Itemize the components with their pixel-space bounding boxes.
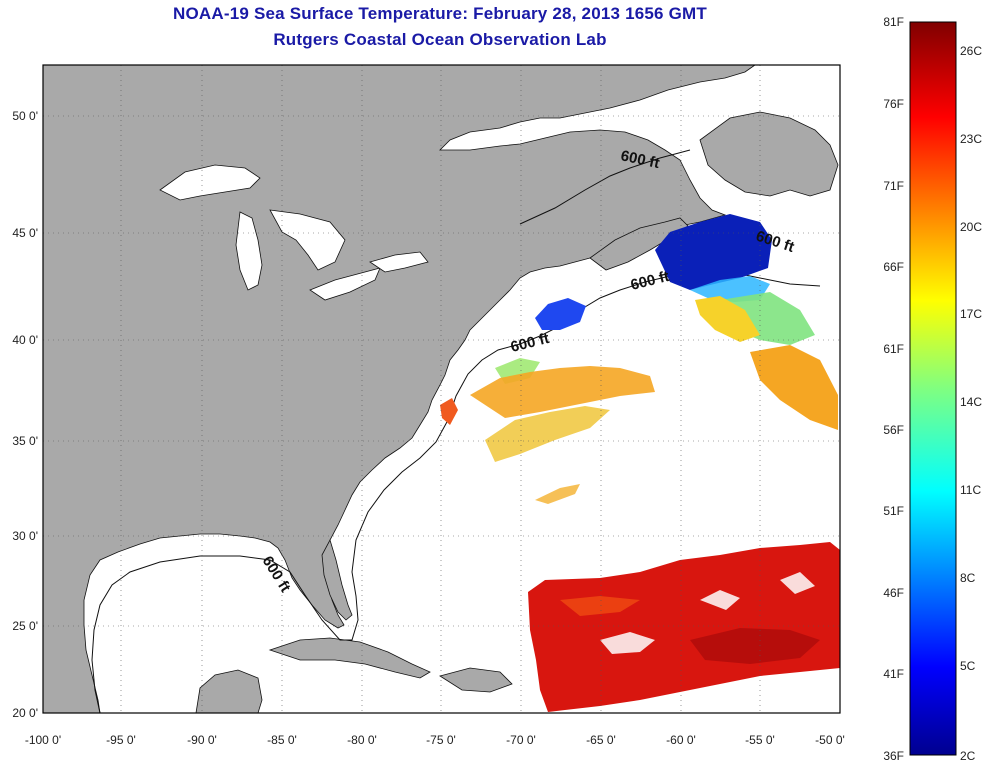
- yucatan: [195, 669, 263, 714]
- lon-tick-label: -50 0': [815, 733, 845, 747]
- colorbar-f-label: 61F: [883, 342, 904, 356]
- sst-patch-4: [535, 484, 580, 504]
- graticule: [43, 65, 840, 713]
- lon-tick-label: -75 0': [426, 733, 456, 747]
- lat-tick-label: 40 0': [12, 333, 38, 347]
- great-lakes: [159, 164, 429, 301]
- lon-tick-label: -90 0': [187, 733, 217, 747]
- newfoundland: [699, 111, 839, 197]
- sst-tropical-warm: [528, 542, 840, 712]
- colorbar-f-label: 71F: [883, 179, 904, 193]
- colorbar-c-label: 5C: [960, 659, 976, 673]
- colorbar-f-label: 51F: [883, 504, 904, 518]
- colorbar-c-label: 23C: [960, 132, 982, 146]
- colorbar-c-label: 20C: [960, 220, 982, 234]
- sst-slope-yellow: [695, 296, 760, 342]
- north-america-land: [42, 64, 757, 714]
- lat-tick-label: 25 0': [12, 619, 38, 633]
- colorbar-f-label: 41F: [883, 667, 904, 681]
- colorbar-c-label: 8C: [960, 571, 976, 585]
- lon-tick-label: -60 0': [666, 733, 696, 747]
- lat-tick-label: 35 0': [12, 434, 38, 448]
- map-title: NOAA-19 Sea Surface Temperature: Februar…: [173, 4, 707, 23]
- sst-cloud-gaps: [600, 572, 815, 654]
- colorbar-f-label: 56F: [883, 423, 904, 437]
- lon-tick-label: -85 0': [267, 733, 297, 747]
- lat-tick-label: 30 0': [12, 529, 38, 543]
- sst-patch-3: [485, 406, 610, 462]
- colorbar-c-label: 2C: [960, 749, 976, 763]
- sst-patch-2: [470, 366, 655, 418]
- lon-tick-label: -100 0': [25, 733, 61, 747]
- colorbar-c-label: 14C: [960, 395, 982, 409]
- colorbar-c-label: 17C: [960, 307, 982, 321]
- florida: [321, 538, 353, 621]
- lat-tick-label: 50 0': [12, 109, 38, 123]
- sst-tropical-orange: [560, 596, 640, 616]
- sst-cold-scotian-shelf: [655, 214, 772, 290]
- colorbar-c-label: 11C: [960, 483, 981, 497]
- sst-data: [440, 214, 840, 712]
- lon-tick-label: -65 0': [586, 733, 616, 747]
- cuba: [268, 637, 431, 679]
- map-frame: [42, 64, 841, 714]
- lat-tick-label: 45 0': [12, 226, 38, 240]
- sst-tropical-dark: [690, 628, 820, 664]
- colorbar-f-label: 46F: [883, 586, 904, 600]
- lon-tick-label: -80 0': [347, 733, 377, 747]
- sst-slope-orange: [750, 345, 838, 430]
- lat-tick-label: 20 0': [12, 706, 38, 720]
- lon-tick-label: -70 0': [506, 733, 536, 747]
- colorbar: [909, 21, 957, 756]
- map-subtitle: Rutgers Coastal Ocean Observation Lab: [273, 30, 607, 49]
- sst-gulfstream-edge: [440, 398, 458, 425]
- colorbar-f-label: 81F: [883, 15, 904, 29]
- colorbar-f-label: 36F: [883, 749, 904, 763]
- isobath-600ft: [91, 149, 821, 714]
- colorbar-f-label: 66F: [883, 260, 904, 274]
- colorbar-c-label: 26C: [960, 44, 982, 58]
- colorbar-f-label: 76F: [883, 97, 904, 111]
- lon-tick-label: -55 0': [745, 733, 775, 747]
- sst-gulf-of-maine: [535, 298, 586, 330]
- lon-tick-label: -95 0': [106, 733, 136, 747]
- hispaniola: [439, 667, 513, 693]
